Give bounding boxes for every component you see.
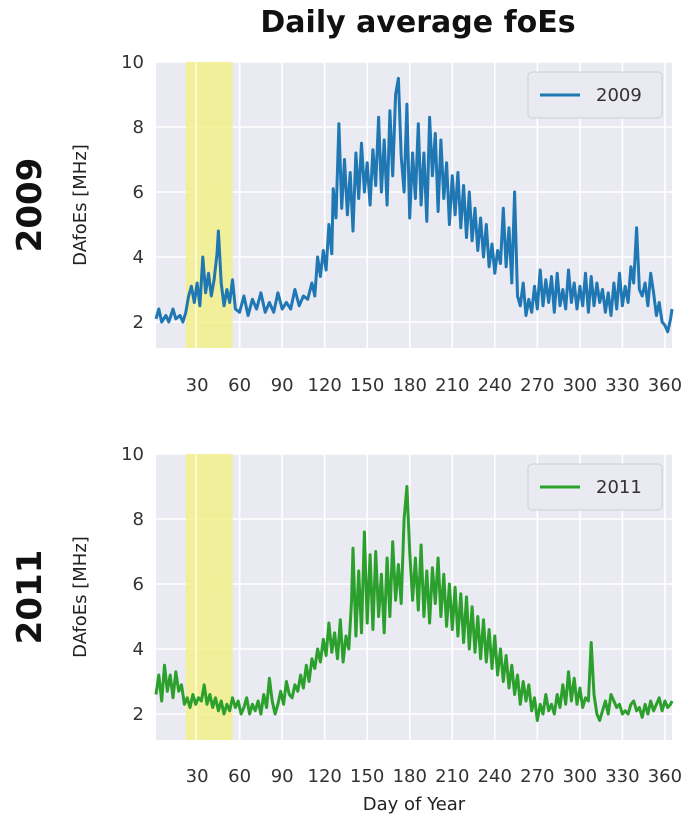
x-tick-label: 270 xyxy=(520,375,554,396)
x-tick-label: 210 xyxy=(435,375,469,396)
y-axis-label: DAfoEs [MHz] xyxy=(70,144,91,266)
y-tick-label: 8 xyxy=(133,117,144,138)
y-tick-label: 4 xyxy=(133,639,144,660)
x-tick-label: 240 xyxy=(478,375,512,396)
x-tick-label: 330 xyxy=(605,375,639,396)
x-tick-label: 330 xyxy=(605,766,639,787)
y-tick-label: 4 xyxy=(133,247,144,268)
legend-label: 2011 xyxy=(596,477,642,498)
x-tick-label: 120 xyxy=(308,766,342,787)
highlight-band xyxy=(185,454,233,740)
y-tick-label: 10 xyxy=(121,52,144,73)
x-tick-label: 360 xyxy=(648,375,682,396)
x-tick-label: 210 xyxy=(435,766,469,787)
x-tick-label: 150 xyxy=(350,375,384,396)
y-tick-label: 10 xyxy=(121,444,144,465)
x-tick-label: 60 xyxy=(228,375,251,396)
y-tick-label: 8 xyxy=(133,509,144,530)
x-tick-label: 360 xyxy=(648,766,682,787)
x-tick-label: 90 xyxy=(271,375,294,396)
legend-box xyxy=(527,463,663,511)
x-axis-label: Day of Year xyxy=(363,794,466,815)
chart-panel-2011: 2 4 6 8 10 30 60 90 120 150 180 210 240 270 300 330 360 D… xyxy=(10,444,682,815)
x-tick-label: 240 xyxy=(478,766,512,787)
y-tick-label: 6 xyxy=(133,574,144,595)
figure-title: Daily average foEs xyxy=(260,5,575,40)
row-label: 2011 xyxy=(10,550,50,645)
x-tick-label: 150 xyxy=(350,766,384,787)
x-tick-label: 180 xyxy=(393,375,427,396)
series-line-2009 xyxy=(154,76,674,334)
legend-label: 2009 xyxy=(596,85,642,106)
x-tick-label: 60 xyxy=(228,766,251,787)
y-tick-label: 6 xyxy=(133,182,144,203)
x-tick-label: 300 xyxy=(563,375,597,396)
x-tick-label: 30 xyxy=(186,375,209,396)
x-tick-label: 30 xyxy=(186,766,209,787)
y-axis-label: DAfoEs [MHz] xyxy=(70,536,91,658)
y-tick-label: 2 xyxy=(133,312,144,333)
x-tick-label: 90 xyxy=(271,766,294,787)
chart-panel-2009: 2 4 6 8 10 30 60 90 120 150 180 210 240 270 300 330 360 D… xyxy=(10,52,682,396)
x-tick-label: 300 xyxy=(563,766,597,787)
x-tick-label: 270 xyxy=(520,766,554,787)
x-tick-label: 180 xyxy=(393,766,427,787)
series-line-2011 xyxy=(154,485,674,722)
legend-box xyxy=(527,71,663,119)
x-tick-label: 120 xyxy=(308,375,342,396)
y-tick-label: 2 xyxy=(133,704,144,725)
legend: 2009 xyxy=(527,71,663,119)
row-label: 2009 xyxy=(10,158,50,253)
legend: 2011 xyxy=(527,463,663,511)
